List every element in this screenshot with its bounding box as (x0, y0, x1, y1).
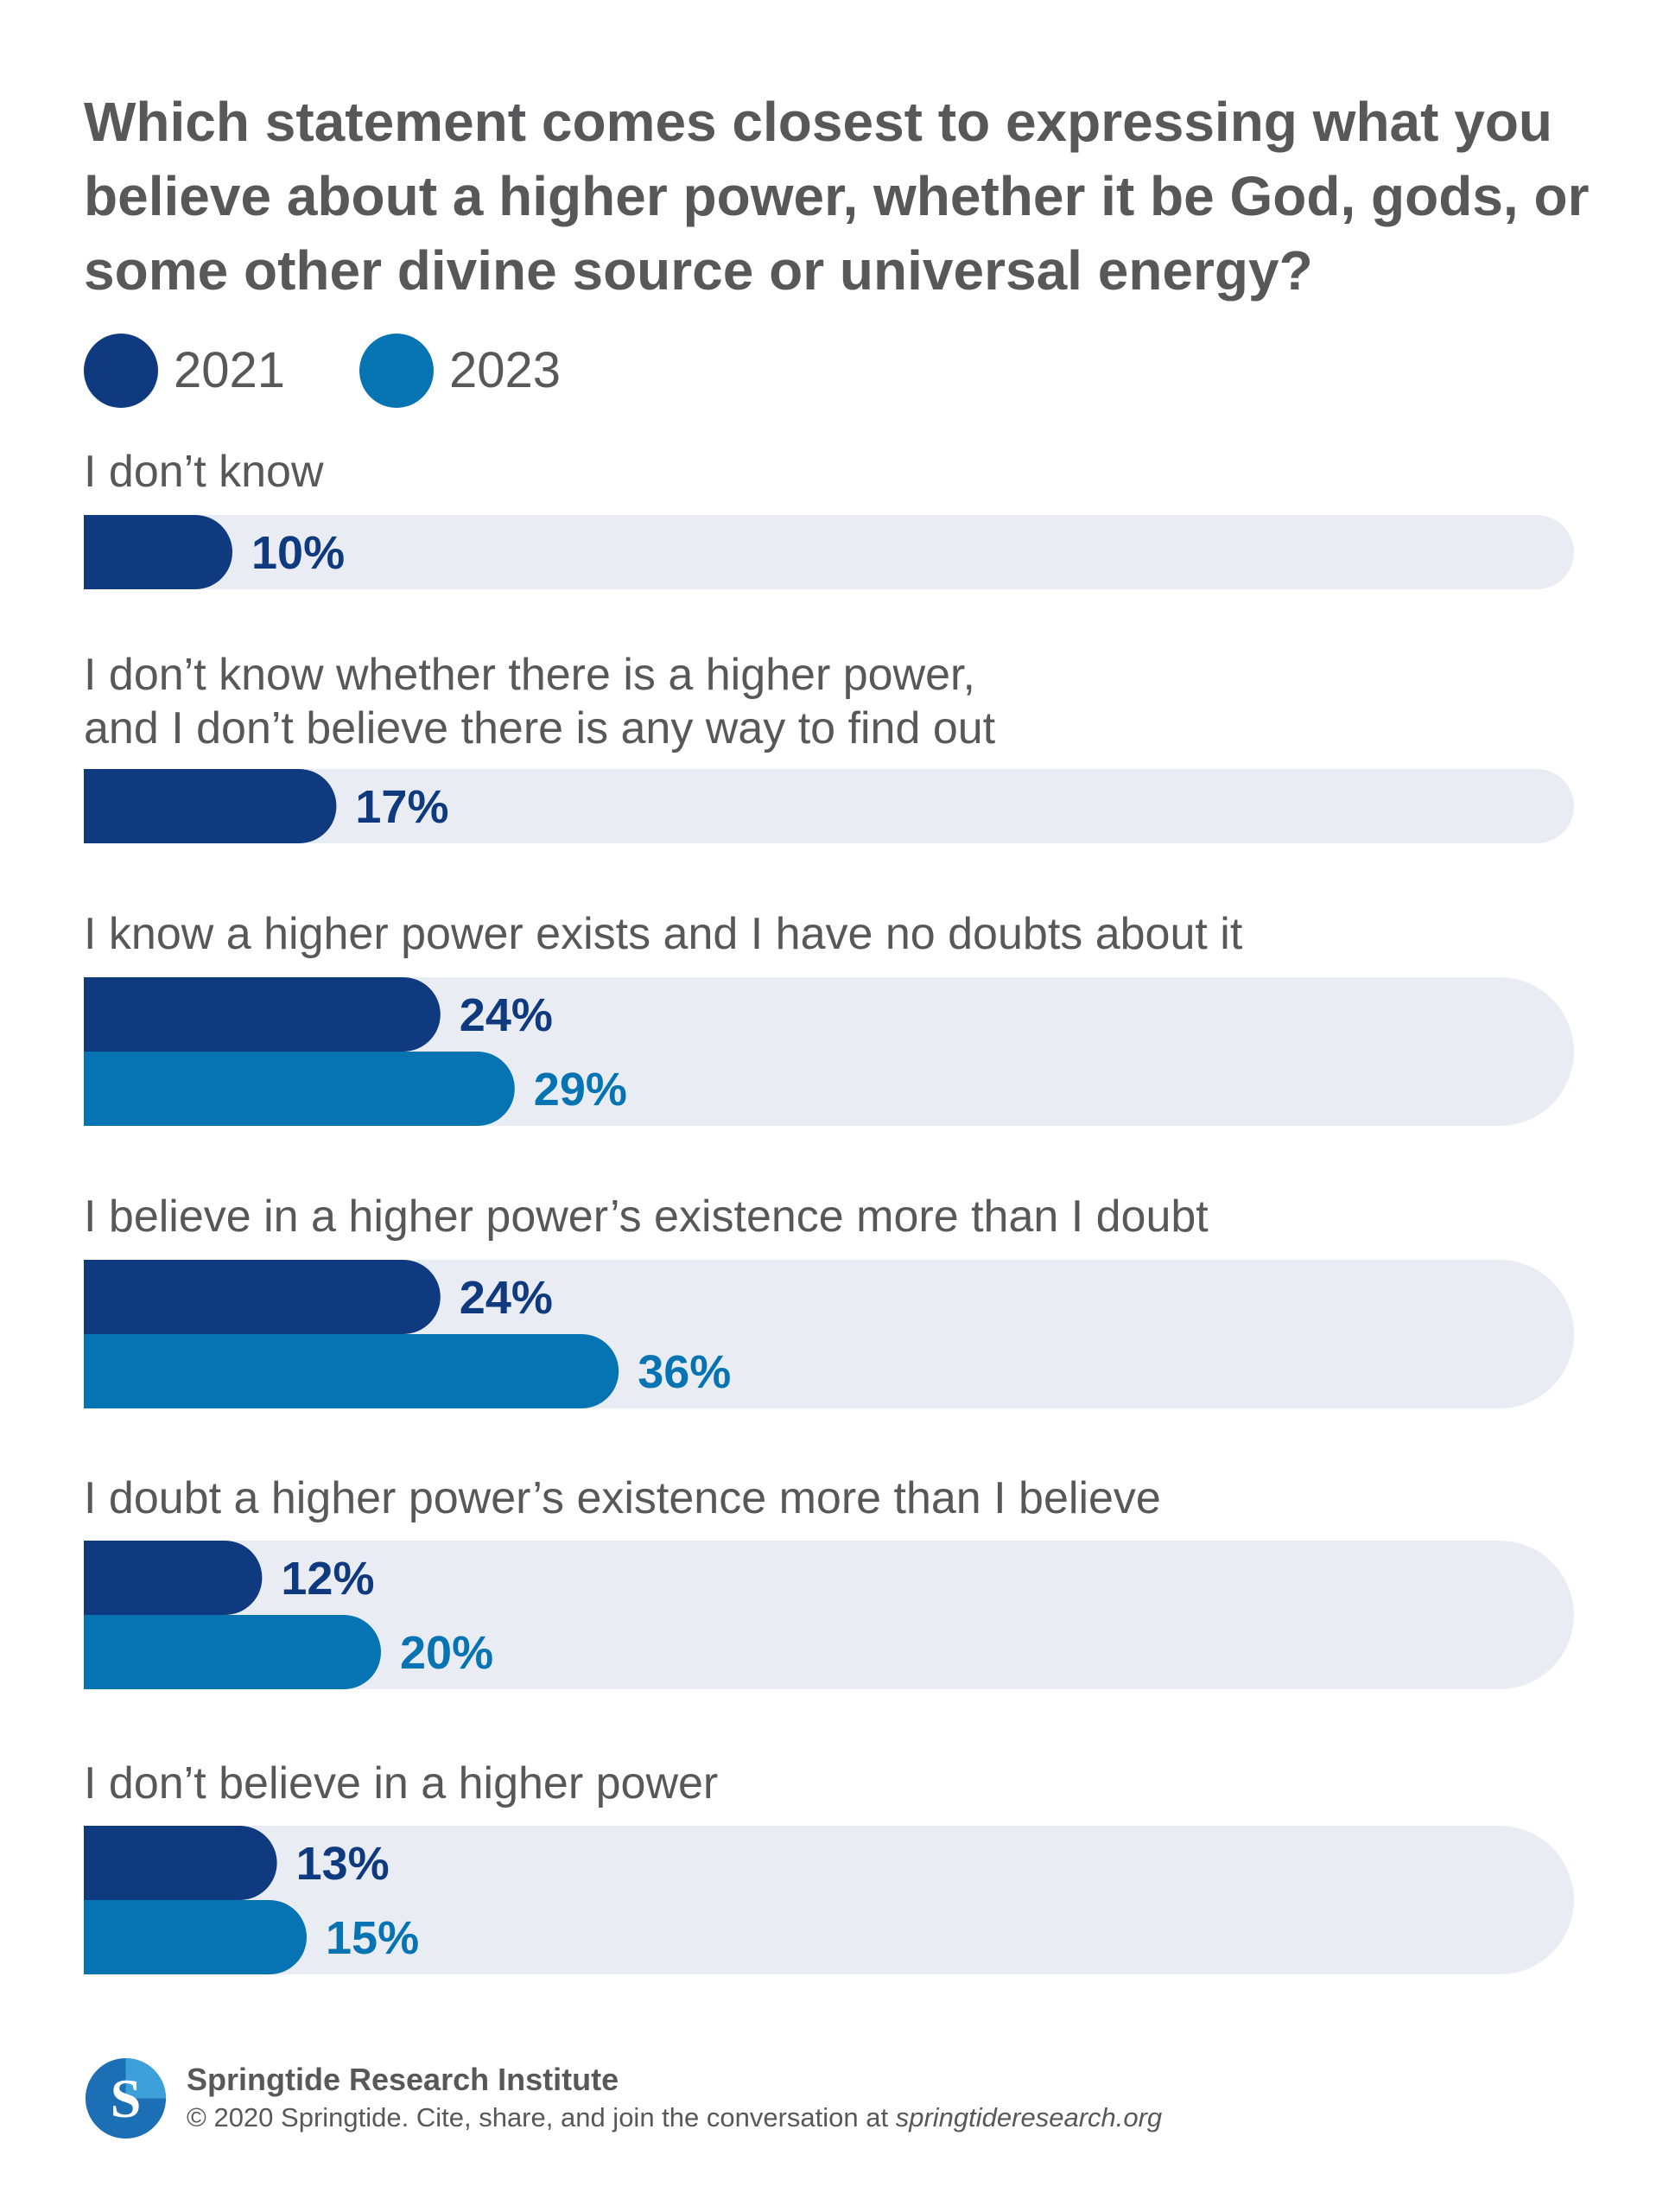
bar-2021 (84, 1260, 441, 1334)
chart-title: Which statement comes closest to express… (84, 91, 1590, 302)
bar-2023 (84, 1900, 307, 1974)
data-label-2023: 29% (534, 1064, 627, 1116)
legend: 2021 2023 (84, 334, 635, 408)
bar-track (84, 515, 1574, 589)
bar-2021 (84, 769, 337, 843)
data-label-2021: 24% (460, 989, 553, 1041)
bar-2021 (84, 515, 232, 589)
data-label-2023: 20% (400, 1627, 493, 1679)
category-label-doubt-more: I doubt a higher power’s existence more … (84, 1473, 1161, 1523)
bar-2021 (84, 977, 441, 1052)
legend-item-2021: 2021 (84, 334, 285, 408)
category-label-dont-believe: I don’t believe in a higher power (84, 1758, 719, 1808)
footer-url-link[interactable]: springtideresearch.org (895, 2102, 1163, 2133)
springtide-logo-icon: S (85, 2057, 167, 2139)
data-label-2021: 24% (460, 1272, 553, 1324)
footer-cite-text: © 2020 Springtide. Cite, share, and join… (187, 2102, 896, 2133)
category-label-dont-know-no-way: I don’t know whether there is a higher p… (84, 650, 996, 753)
bar-2021 (84, 1826, 277, 1900)
bar-2023 (84, 1052, 515, 1126)
legend-swatch-2021 (84, 334, 158, 408)
category-label-know-no-doubts: I know a higher power exists and I have … (84, 909, 1243, 959)
data-label-2021: 12% (281, 1553, 374, 1605)
category-label-believe-more: I believe in a higher power’s existence … (84, 1192, 1209, 1242)
legend-label-2023: 2023 (449, 342, 562, 398)
footer-text: Springtide Research Institute © 2020 Spr… (187, 2060, 1162, 2136)
bar-2021 (84, 1541, 263, 1615)
bar-2023 (84, 1334, 619, 1408)
data-label-2021: 10% (251, 527, 345, 579)
bar-track (84, 1541, 1574, 1689)
footer: S Springtide Research Institute © 2020 S… (84, 2055, 1162, 2141)
bar-track (84, 1826, 1574, 1974)
legend-item-2023: 2023 (359, 334, 561, 408)
category-label-dont-know: I don’t know (84, 447, 324, 497)
footer-citation: © 2020 Springtide. Cite, share, and join… (187, 2100, 1162, 2136)
bar-track (84, 1260, 1574, 1408)
logo-letter: S (111, 2067, 142, 2128)
data-label-2023: 15% (326, 1912, 419, 1964)
data-label-2021: 17% (355, 781, 448, 833)
bar-2023 (84, 1615, 381, 1689)
bar-track (84, 977, 1574, 1126)
footer-org-name: Springtide Research Institute (187, 2062, 619, 2097)
legend-label-2021: 2021 (174, 342, 286, 398)
legend-swatch-2023 (359, 334, 435, 408)
data-label-2021: 13% (296, 1838, 390, 1890)
bar-track (84, 769, 1574, 843)
data-label-2023: 36% (638, 1346, 731, 1398)
